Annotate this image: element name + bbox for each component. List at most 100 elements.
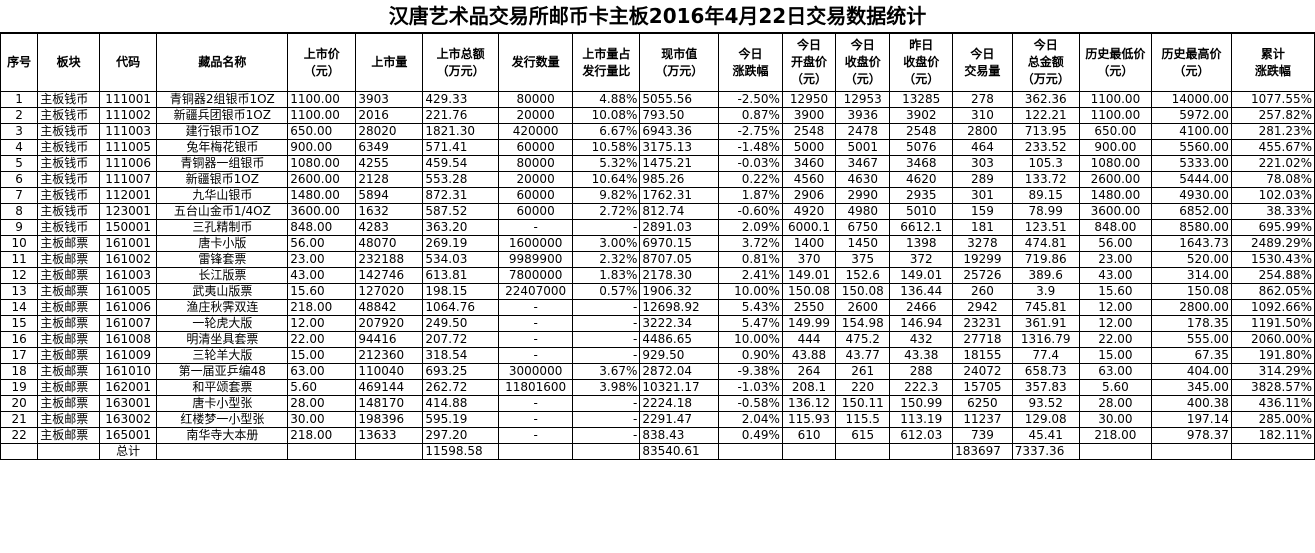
cell-code[interactable]: 112001 bbox=[98, 187, 158, 204]
cell-index[interactable]: 5 bbox=[0, 155, 39, 172]
cell-volume[interactable]: 27718 bbox=[952, 331, 1013, 348]
cell-open[interactable]: 208.1 bbox=[781, 379, 837, 396]
cell-close[interactable]: 220 bbox=[835, 379, 891, 396]
cell-list-ratio[interactable]: - bbox=[572, 347, 641, 364]
cell-cum-change[interactable]: 281.23% bbox=[1230, 123, 1315, 140]
cell-name[interactable]: 雷锋套票 bbox=[156, 251, 289, 268]
cell-cum-change[interactable]: 254.88% bbox=[1230, 267, 1315, 284]
cell-prev-close[interactable]: 149.01 bbox=[889, 267, 954, 284]
cell-close[interactable]: 3467 bbox=[835, 155, 891, 172]
cell-list-total[interactable]: 693.25 bbox=[422, 363, 499, 380]
cell-issue-qty[interactable]: 20000 bbox=[497, 107, 574, 124]
cell-cum-change[interactable]: 455.67% bbox=[1230, 139, 1315, 156]
cell-name[interactable]: 唐卡小型张 bbox=[156, 395, 289, 412]
cell-hist-low[interactable]: 30.00 bbox=[1078, 411, 1153, 428]
cell-issue-qty[interactable]: 60000 bbox=[497, 139, 574, 156]
total-amount[interactable]: 7337.36 bbox=[1011, 443, 1080, 460]
cell-code[interactable]: 161005 bbox=[98, 283, 158, 300]
header-col-market-value[interactable]: 现市值 （万元） bbox=[639, 33, 720, 92]
cell-index[interactable]: 8 bbox=[0, 203, 39, 220]
cell-prev-close[interactable]: 6612.1 bbox=[889, 219, 954, 236]
cell-list-total[interactable]: 553.28 bbox=[422, 171, 499, 188]
cell-list-total[interactable]: 198.15 bbox=[422, 283, 499, 300]
cell-close[interactable]: 3936 bbox=[835, 107, 891, 124]
cell-list-ratio[interactable]: 6.67% bbox=[572, 123, 641, 140]
cell-list-ratio[interactable]: - bbox=[572, 411, 641, 428]
cell-hist-low[interactable]: 43.00 bbox=[1078, 267, 1153, 284]
cell-market-value[interactable]: 2891.03 bbox=[639, 219, 720, 236]
cell-list-price[interactable]: 2600.00 bbox=[287, 171, 357, 188]
cell-name[interactable]: 五台山金币1/4OZ bbox=[156, 203, 289, 220]
cell-list-qty[interactable]: 48070 bbox=[355, 235, 424, 252]
header-col-list-total[interactable]: 上市总额 （万元） bbox=[422, 33, 499, 92]
cell-list-price[interactable]: 23.00 bbox=[287, 251, 357, 268]
cell-market-value[interactable]: 2291.47 bbox=[639, 411, 720, 428]
cell-board[interactable]: 主板钱币 bbox=[37, 123, 100, 140]
cell-cum-change[interactable]: 1530.43% bbox=[1230, 251, 1315, 268]
cell-volume[interactable]: 303 bbox=[952, 155, 1013, 172]
cell-open[interactable]: 2906 bbox=[781, 187, 837, 204]
cell-prev-close[interactable]: 113.19 bbox=[889, 411, 954, 428]
cell-board[interactable]: 主板邮票 bbox=[37, 251, 100, 268]
cell-index[interactable]: 18 bbox=[0, 363, 39, 380]
cell-volume[interactable]: 739 bbox=[952, 427, 1013, 444]
cell-code[interactable]: 163002 bbox=[98, 411, 158, 428]
cell-prev-close[interactable]: 3902 bbox=[889, 107, 954, 124]
cell-hist-low[interactable]: 5.60 bbox=[1078, 379, 1153, 396]
cell-close[interactable]: 43.77 bbox=[835, 347, 891, 364]
cell-issue-qty[interactable]: - bbox=[497, 219, 574, 236]
cell-market-value[interactable]: 6970.15 bbox=[639, 235, 720, 252]
cell-change[interactable]: 0.49% bbox=[718, 427, 783, 444]
cell-change[interactable]: 5.47% bbox=[718, 315, 783, 332]
cell-open[interactable]: 115.93 bbox=[781, 411, 837, 428]
cell-code[interactable]: 161001 bbox=[98, 235, 158, 252]
cell-issue-qty[interactable]: 60000 bbox=[497, 187, 574, 204]
cell-index[interactable]: 15 bbox=[0, 315, 39, 332]
cell-open[interactable]: 4560 bbox=[781, 171, 837, 188]
cell-amount[interactable]: 78.99 bbox=[1011, 203, 1080, 220]
cell-board[interactable]: 主板钱币 bbox=[37, 203, 100, 220]
cell-prev-close[interactable]: 2935 bbox=[889, 187, 954, 204]
cell-market-value[interactable]: 793.50 bbox=[639, 107, 720, 124]
cell-prev-close[interactable]: 288 bbox=[889, 363, 954, 380]
cell-list-total[interactable]: 595.19 bbox=[422, 411, 499, 428]
cell-open[interactable]: 149.99 bbox=[781, 315, 837, 332]
cell-code[interactable]: 111002 bbox=[98, 107, 158, 124]
cell-hist-high[interactable]: 4100.00 bbox=[1151, 123, 1232, 140]
cell-list-ratio[interactable]: 0.57% bbox=[572, 283, 641, 300]
cell-cum-change[interactable]: 78.08% bbox=[1230, 171, 1315, 188]
cell-hist-low[interactable]: 56.00 bbox=[1078, 235, 1153, 252]
cell-change[interactable]: -1.48% bbox=[718, 139, 783, 156]
cell-index[interactable]: 17 bbox=[0, 347, 39, 364]
total-label[interactable]: 总计 bbox=[98, 443, 158, 460]
cell-change[interactable]: 2.09% bbox=[718, 219, 783, 236]
cell-list-ratio[interactable]: 1.83% bbox=[572, 267, 641, 284]
cell-hist-high[interactable]: 400.38 bbox=[1151, 395, 1232, 412]
cell-board[interactable]: 主板钱币 bbox=[37, 219, 100, 236]
header-col-list-qty[interactable]: 上市量 bbox=[355, 33, 424, 92]
cell-change[interactable]: 0.87% bbox=[718, 107, 783, 124]
cell-market-value[interactable]: 929.50 bbox=[639, 347, 720, 364]
cell-index[interactable]: 7 bbox=[0, 187, 39, 204]
cell-list-qty[interactable]: 198396 bbox=[355, 411, 424, 428]
cell-list-qty[interactable]: 469144 bbox=[355, 379, 424, 396]
cell-volume[interactable]: 2800 bbox=[952, 123, 1013, 140]
cell-prev-close[interactable]: 146.94 bbox=[889, 315, 954, 332]
cell-open[interactable]: 5000 bbox=[781, 139, 837, 156]
cell-board[interactable]: 主板邮票 bbox=[37, 299, 100, 316]
cell-hist-high[interactable]: 67.35 bbox=[1151, 347, 1232, 364]
cell-list-ratio[interactable]: 10.08% bbox=[572, 107, 641, 124]
cell-list-ratio[interactable]: - bbox=[572, 395, 641, 412]
cell-cum-change[interactable]: 1191.50% bbox=[1230, 315, 1315, 332]
cell-amount[interactable]: 129.08 bbox=[1011, 411, 1080, 428]
cell-hist-low[interactable]: 2600.00 bbox=[1078, 171, 1153, 188]
cell-index[interactable]: 21 bbox=[0, 411, 39, 428]
cell-cum-change[interactable]: 695.99% bbox=[1230, 219, 1315, 236]
cell-issue-qty[interactable]: - bbox=[497, 427, 574, 444]
cell-list-price[interactable]: 650.00 bbox=[287, 123, 357, 140]
cell-name[interactable]: 武夷山版票 bbox=[156, 283, 289, 300]
cell-list-total[interactable]: 207.72 bbox=[422, 331, 499, 348]
cell-hist-high[interactable]: 150.08 bbox=[1151, 283, 1232, 300]
cell-list-qty[interactable]: 2128 bbox=[355, 171, 424, 188]
cell-hist-high[interactable]: 178.35 bbox=[1151, 315, 1232, 332]
